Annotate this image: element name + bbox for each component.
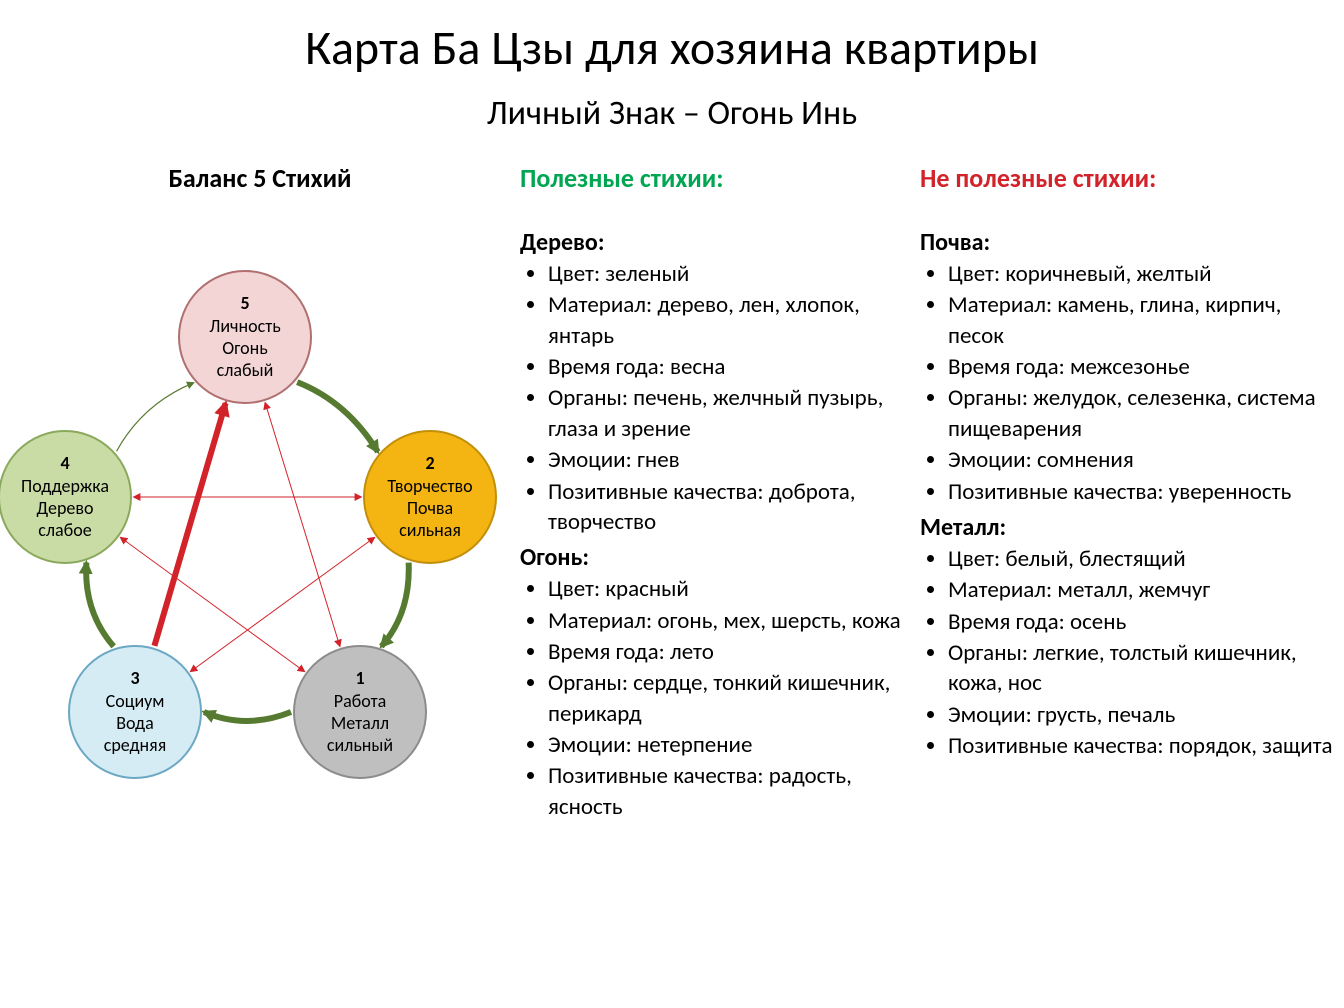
property-item: Материал: дерево, лен, хлопок, янтарь	[548, 290, 910, 351]
property-item: Эмоции: грусть, печаль	[948, 700, 1340, 730]
property-item: Органы: сердце, тонкий кишечник, перикар…	[548, 668, 910, 729]
property-item: Материал: камень, глина, кирпич, песок	[948, 290, 1340, 351]
diagram-edge	[297, 382, 378, 452]
diagram-edge	[117, 383, 194, 451]
element-properties: Цвет: красныйМатериал: огонь, мех, шерст…	[520, 574, 910, 822]
node-line: сильная	[399, 520, 461, 542]
node-line: Огонь	[222, 338, 268, 360]
diagram-edge	[86, 563, 114, 647]
property-item: Эмоции: сомнения	[948, 445, 1340, 475]
property-item: Время года: лето	[548, 637, 910, 667]
property-item: Позитивные качества: радость, ясность	[548, 761, 910, 822]
node-line: Вода	[116, 713, 153, 735]
content-columns: Баланс 5 Стихий 5ЛичностьОгоньслабый 2Тво…	[0, 134, 1344, 823]
notuseful-sections: Почва:Цвет: коричневый, желтыйМатериал: …	[920, 228, 1340, 761]
property-item: Органы: печень, желчный пузырь, глаза и …	[548, 383, 910, 444]
node-number: 3	[130, 668, 139, 690]
diagram-edge	[381, 563, 408, 647]
element-name: Дерево:	[520, 228, 910, 257]
property-item: Позитивные качества: порядок, защита	[948, 731, 1340, 761]
node-line: сильный	[327, 735, 393, 757]
property-item: Время года: весна	[548, 352, 910, 382]
property-item: Материал: металл, жемчуг	[948, 575, 1340, 605]
node-line: Поддержка	[21, 476, 109, 498]
diagram-edge	[154, 403, 225, 646]
page-subtitle: Личный Знак – Огонь Инь	[0, 77, 1344, 134]
property-item: Время года: осень	[948, 607, 1340, 637]
node-number: 1	[355, 668, 364, 690]
element-properties: Цвет: коричневый, желтыйМатериал: камень…	[920, 259, 1340, 507]
diagram-node: 4ПоддержкаДеревослабое	[0, 430, 132, 564]
element-name: Почва:	[920, 228, 1340, 257]
property-item: Органы: желудок, селезенка, система пище…	[948, 383, 1340, 444]
column-useful: Полезные стихии: Дерево:Цвет: зеленыйМат…	[520, 162, 920, 823]
property-item: Эмоции: нетерпение	[548, 730, 910, 760]
property-item: Органы: легкие, толстый кишечник, кожа, …	[948, 638, 1340, 699]
elements-diagram: 5ЛичностьОгоньслабый2ТворчествоПочвасиль…	[10, 262, 510, 862]
property-item: Цвет: зеленый	[548, 259, 910, 289]
diagram-heading: Баланс 5 Стихий	[0, 162, 520, 204]
property-item: Цвет: коричневый, желтый	[948, 259, 1340, 289]
node-line: слабое	[38, 520, 91, 542]
property-item: Эмоции: гнев	[548, 445, 910, 475]
property-item: Цвет: белый, блестящий	[948, 544, 1340, 574]
node-line: Творчество	[387, 476, 472, 498]
element-properties: Цвет: белый, блестящийМатериал: металл, …	[920, 544, 1340, 762]
element-name: Огонь:	[520, 543, 910, 572]
property-item: Цвет: красный	[548, 574, 910, 604]
property-item: Позитивные качества: доброта, творчество	[548, 477, 910, 538]
node-line: Работа	[334, 691, 386, 713]
column-notuseful: Не полезные стихии: Почва:Цвет: коричнев…	[920, 162, 1340, 823]
node-line: Металл	[331, 713, 389, 735]
diagram-node: 1РаботаМеталлсильный	[293, 645, 427, 779]
node-number: 5	[240, 293, 249, 315]
property-item: Материал: огонь, мех, шерсть, кожа	[548, 606, 910, 636]
node-line: Почва	[407, 498, 453, 520]
property-item: Позитивные качества: уверенность	[948, 477, 1340, 507]
column-diagram: Баланс 5 Стихий 5ЛичностьОгоньслабый 2Тво…	[0, 162, 520, 823]
page-title: Карта Ба Цзы для хозяина квартиры	[0, 0, 1344, 77]
node-line: Дерево	[37, 498, 94, 520]
element-name: Металл:	[920, 513, 1340, 542]
element-properties: Цвет: зеленыйМатериал: дерево, лен, хлоп…	[520, 259, 910, 537]
useful-heading: Полезные стихии:	[520, 162, 910, 222]
diagram-edge	[204, 712, 291, 721]
node-number: 4	[60, 453, 69, 475]
diagram-node: 5ЛичностьОгоньслабый	[178, 270, 312, 404]
node-line: слабый	[217, 360, 274, 382]
node-line: Личность	[209, 316, 280, 338]
node-line: средняя	[104, 735, 167, 757]
diagram-node: 3СоциумВодасредняя	[68, 645, 202, 779]
diagram-node: 2ТворчествоПочвасильная	[363, 430, 497, 564]
node-number: 2	[425, 453, 434, 475]
notuseful-heading: Не полезные стихии:	[920, 162, 1340, 222]
useful-sections: Дерево:Цвет: зеленыйМатериал: дерево, ле…	[520, 228, 910, 822]
property-item: Время года: межсезонье	[948, 352, 1340, 382]
node-line: Социум	[106, 691, 165, 713]
diagram-edge	[265, 403, 340, 646]
